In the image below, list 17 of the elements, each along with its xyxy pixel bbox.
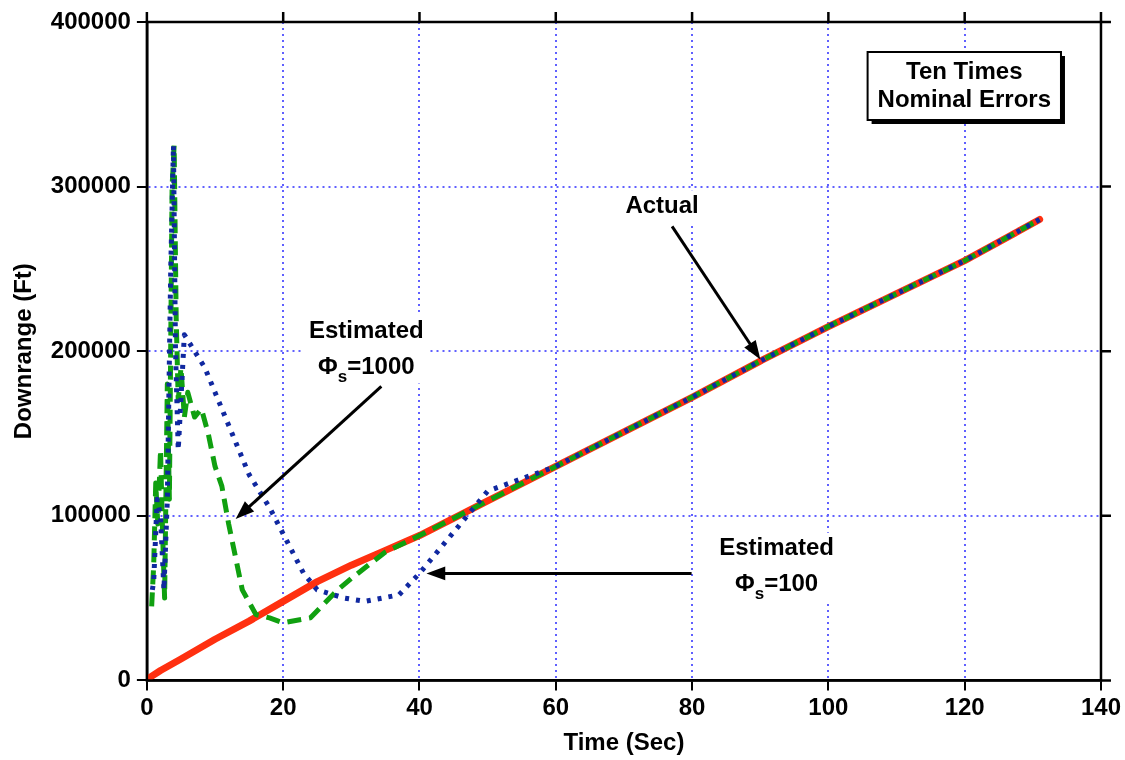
y-tick-label: 400000 xyxy=(50,6,131,34)
x-tick-label: 0 xyxy=(140,693,154,721)
y-tick-label: 0 xyxy=(117,665,131,693)
annotation: Ten Times Nominal Errors xyxy=(877,56,1051,112)
x-tick-label: 20 xyxy=(269,693,297,721)
x-tick-label: 40 xyxy=(406,693,433,721)
x-tick-label: 140 xyxy=(1080,693,1121,721)
y-axis-title: Downrange (Ft) xyxy=(9,263,37,440)
x-tick-label: 120 xyxy=(944,693,985,721)
x-tick-label: 80 xyxy=(678,693,706,721)
x-tick-label: 60 xyxy=(542,693,570,721)
y-tick-label: 100000 xyxy=(50,500,131,528)
x-tick-label: 100 xyxy=(808,693,849,721)
x-axis-title: Time (Sec) xyxy=(563,728,685,756)
y-tick-label: 200000 xyxy=(50,335,131,363)
annotation: Actual xyxy=(625,190,699,218)
y-tick-label: 300000 xyxy=(50,171,131,199)
